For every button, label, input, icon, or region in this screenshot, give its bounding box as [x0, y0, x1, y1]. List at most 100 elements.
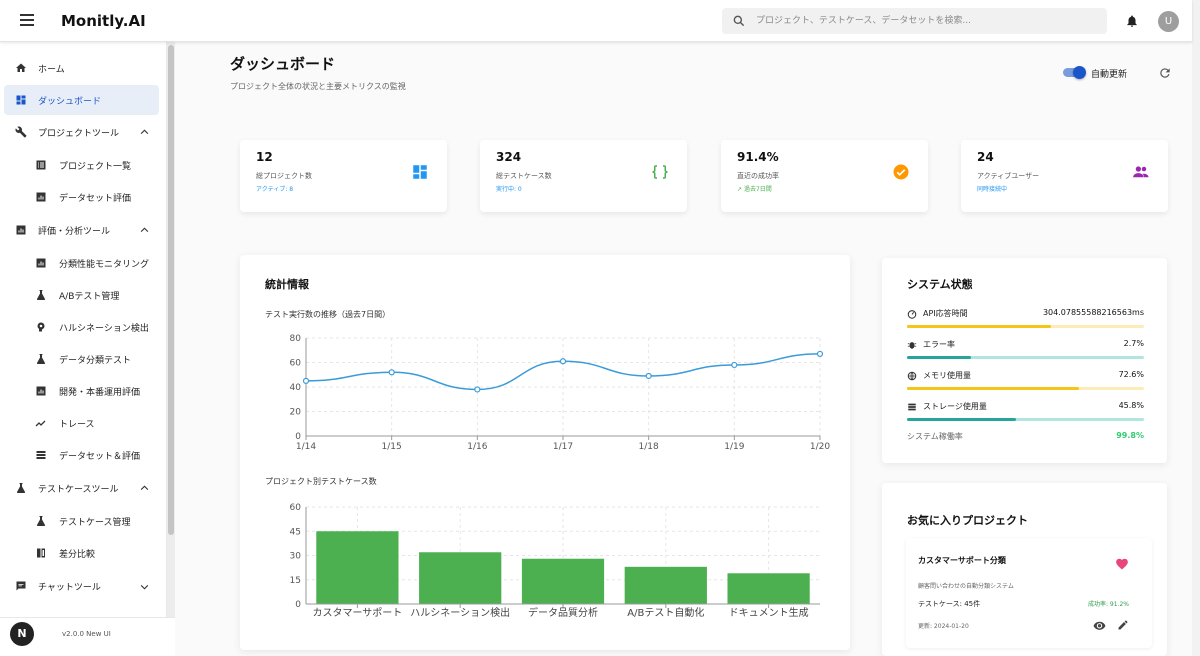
sidebar-item-15[interactable]: 差分比較	[4, 538, 159, 568]
sidebar-item-2[interactable]: プロジェクトツール	[4, 117, 159, 147]
system-metric-bar-track	[907, 418, 1144, 421]
sidebar-item-label: データセット評価	[59, 194, 132, 204]
view-eye-icon[interactable]	[1093, 619, 1106, 632]
auto-refresh-toggle[interactable]	[1061, 66, 1087, 79]
app-title: Monitly.AI	[61, 12, 146, 30]
favorite-project-card[interactable]	[906, 538, 1152, 648]
stat-sub: 実行中: 0	[496, 186, 522, 193]
system-metric-value: 304.07855588216563ms	[1042, 308, 1144, 317]
system-metric-row: ストレージ使用量 45.8%	[907, 401, 1144, 427]
avatar[interactable]: U	[1158, 11, 1179, 32]
sidebar-scrollbar-thumb[interactable]	[168, 45, 174, 535]
sidebar-item-14[interactable]: テストケース管理	[4, 506, 159, 536]
list-icon	[36, 160, 46, 170]
sidebar-item-6[interactable]: 分類性能モニタリング	[4, 248, 159, 278]
sidebar-item-label: ホーム	[38, 65, 65, 75]
stat-label: アクティブユーザー	[977, 172, 1040, 180]
stat-value: 324	[496, 150, 522, 164]
storage-icon	[908, 403, 916, 411]
stat-card-active-users: 24 アクティブユーザー 同時接続中	[961, 140, 1168, 212]
menu-icon[interactable]	[18, 12, 36, 30]
wrench-icon	[15, 126, 27, 138]
favorite-project-description: 顧客問い合わせの自動分類システム	[918, 583, 1014, 590]
sidebar-item-3[interactable]: プロジェクト一覧	[4, 150, 159, 180]
sidebar-footer: N v2.0.0 New UI	[0, 617, 175, 656]
stat-label: 直近の成功率	[737, 172, 779, 180]
system-metric-value: 45.8%	[1118, 401, 1144, 410]
stat-card-testcases: 324 総テストケース数 実行中: 0	[480, 140, 687, 212]
sidebar-item-label: A/Bテスト管理	[59, 292, 120, 302]
sidebar-item-5[interactable]: 評価・分析ツール	[4, 215, 159, 245]
bar-chart-icon	[36, 386, 46, 396]
sidebar-item-label: トレース	[59, 420, 95, 430]
search-input[interactable]	[756, 12, 1096, 30]
system-metric-row: エラー率 2.7%	[907, 339, 1144, 365]
favorite-project-updated: 更新: 2024-01-20	[918, 623, 969, 630]
auto-refresh-label: 自動更新	[1091, 70, 1128, 80]
sidebar-scrollbar[interactable]	[167, 42, 175, 617]
sidebar-item-0[interactable]: ホーム	[4, 53, 159, 83]
sidebar: ホームダッシュボードプロジェクトツール プロジェクト一覧データセット評価評価・分析…	[0, 42, 167, 617]
stat-value: 24	[977, 150, 994, 164]
chevron-up-icon[interactable]	[140, 226, 149, 235]
uptime-value: 99.8%	[1116, 431, 1144, 440]
chevron-up-icon[interactable]	[140, 484, 149, 493]
sidebar-item-7[interactable]: A/Bテスト管理	[4, 280, 159, 310]
version-label: v2.0.0 New UI	[62, 630, 111, 638]
system-metric-label: API応答時間	[923, 309, 968, 318]
sidebar-item-label: 分類性能モニタリング	[59, 260, 150, 270]
refresh-icon[interactable]	[1158, 66, 1172, 80]
stat-card-projects: 12 総プロジェクト数 アクティブ: 8	[240, 140, 447, 212]
page-scrollbar[interactable]	[1192, 0, 1200, 656]
sidebar-item-4[interactable]: データセット評価	[4, 182, 159, 212]
line-chart-title: テスト実行数の推移（過去7日間）	[265, 310, 391, 319]
search-box[interactable]	[722, 8, 1107, 34]
code-braces-icon	[652, 165, 668, 179]
top-app-bar: Monitly.AI U	[0, 0, 1192, 42]
trend-up-icon: ↗	[737, 186, 744, 193]
sidebar-item-11[interactable]: トレース	[4, 408, 159, 438]
chevron-down-icon[interactable]	[140, 582, 149, 591]
system-metric-label: メモリ使用量	[923, 371, 971, 380]
logo: N	[10, 622, 34, 646]
sidebar-item-16[interactable]: チャットツール	[4, 571, 159, 601]
sidebar-item-label: テストケースツール	[38, 485, 119, 495]
flask-icon	[36, 516, 46, 526]
sidebar-item-8[interactable]: ハルシネーション検出	[4, 312, 159, 342]
sidebar-item-1[interactable]: ダッシュボード	[4, 85, 159, 115]
flask-icon	[36, 290, 46, 300]
memory-icon	[907, 371, 917, 381]
chat-icon	[16, 581, 26, 591]
sidebar-item-label: データセット＆評価	[59, 452, 141, 462]
stat-label: 総プロジェクト数	[256, 172, 312, 180]
check-circle-icon	[893, 164, 909, 180]
notifications-bell-icon[interactable]	[1125, 13, 1139, 29]
home-icon	[16, 63, 26, 72]
sidebar-item-10[interactable]: 開発・本番運用評価	[4, 376, 159, 406]
toggle-knob	[1073, 66, 1086, 79]
favorite-project-testcases: テストケース: 45件	[918, 600, 981, 608]
edit-pencil-icon[interactable]	[1117, 619, 1129, 631]
people-icon	[1133, 166, 1149, 178]
stat-value: 12	[256, 150, 273, 164]
heart-icon[interactable]	[1115, 557, 1129, 571]
chevron-up-icon[interactable]	[140, 128, 149, 137]
stat-sub: ↗ 過去7日間	[737, 184, 772, 193]
bug-icon	[907, 342, 917, 349]
system-metric-label: エラー率	[923, 340, 955, 349]
psychology-icon	[37, 322, 45, 332]
sidebar-item-label: テストケース管理	[59, 518, 131, 528]
system-metric-bar-track	[907, 387, 1144, 390]
statistics-title: 統計情報	[265, 278, 309, 291]
sidebar-item-12[interactable]: データセット＆評価	[4, 440, 159, 470]
sidebar-item-9[interactable]: データ分類テスト	[4, 344, 159, 374]
flask-icon	[36, 354, 46, 364]
sidebar-item-label: ダッシュボード	[38, 97, 102, 107]
page-subtitle: プロジェクト全体の状況と主要メトリクスの監視	[230, 82, 406, 91]
sidebar-item-label: 差分比較	[59, 550, 96, 560]
dashboard-icon	[413, 165, 427, 179]
sidebar-item-13[interactable]: テストケースツール	[4, 473, 159, 503]
sidebar-item-label: 開発・本番運用評価	[59, 388, 141, 398]
favorite-project-success-rate: 成功率: 91.2%	[1088, 601, 1129, 608]
system-metric-row: メモリ使用量 72.6%	[907, 370, 1144, 396]
